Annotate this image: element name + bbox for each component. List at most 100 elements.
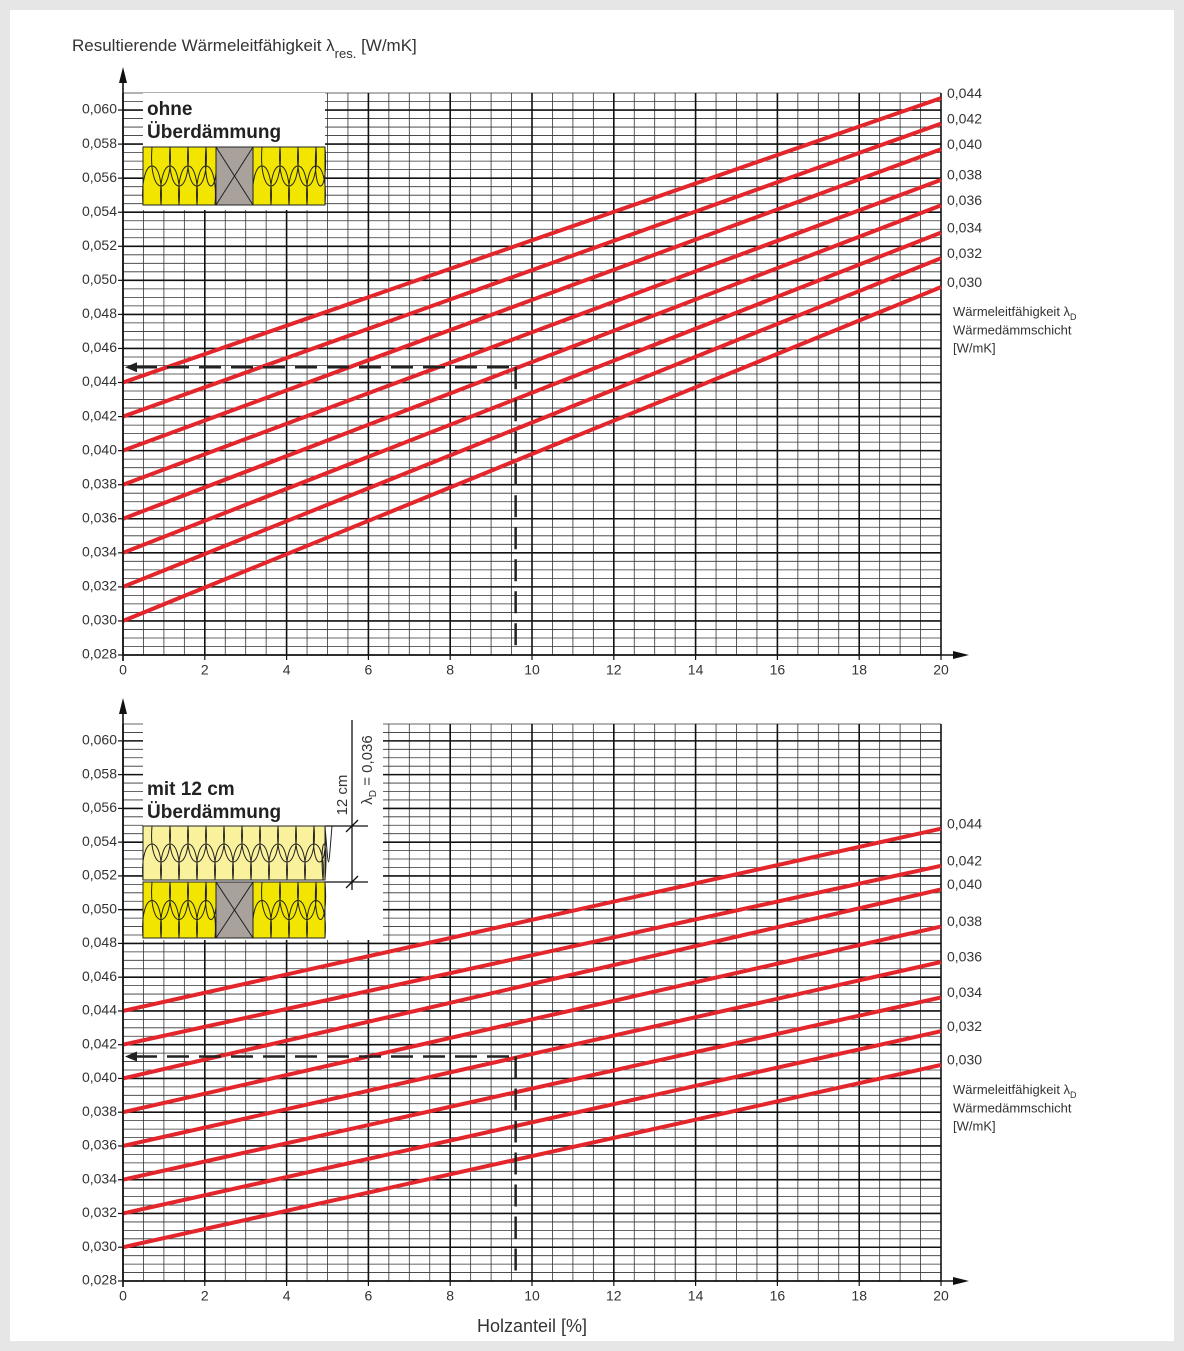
series-line <box>122 177 942 487</box>
y-tick-label: 0,058 <box>82 135 117 151</box>
y-axis-title: Resultierende Wärmeleitfähigkeit λres. [… <box>72 36 417 60</box>
inset-title: Überdämmung <box>147 802 281 823</box>
legend-label: 0,042 <box>947 110 982 126</box>
series-line <box>122 147 942 453</box>
series-line <box>122 230 942 555</box>
x-axis-arrow <box>953 1277 969 1285</box>
y-tick-label: 0,028 <box>82 1272 117 1288</box>
x-tick-label: 18 <box>851 662 867 678</box>
y-tick-label: 0,046 <box>82 968 117 984</box>
legend-label: 0,044 <box>947 815 982 831</box>
legend-label: 0,032 <box>947 245 982 261</box>
legend-title-line: [W/mK] <box>953 341 996 356</box>
series-line <box>122 1029 942 1216</box>
x-axis-title: Holzanteil [%] <box>477 1316 587 1336</box>
series-line <box>122 285 942 623</box>
legend-label: 0,044 <box>947 85 982 101</box>
legend-title: Wärmeleitfähigkeit λD <box>953 1082 1077 1100</box>
y-tick-label: 0,050 <box>82 900 117 916</box>
y-tick-label: 0,040 <box>82 441 117 457</box>
inset-title: Überdämmung <box>147 122 281 143</box>
reading-arrow <box>125 362 137 373</box>
y-tick-label: 0,048 <box>82 934 117 950</box>
lambda-label: λD = 0,036 <box>359 735 379 804</box>
legend-label: 0,042 <box>947 852 982 868</box>
x-tick-label: 12 <box>606 662 622 678</box>
y-tick-label: 0,060 <box>82 101 117 117</box>
legend-title-sub: D <box>1070 313 1077 323</box>
legend-label: 0,034 <box>947 984 982 1000</box>
x-tick-label: 2 <box>201 1288 209 1304</box>
y-tick-label: 0,060 <box>82 732 117 748</box>
x-tick-label: 16 <box>770 1288 786 1304</box>
x-tick-label: 14 <box>688 662 704 678</box>
x-tick-label: 16 <box>770 662 786 678</box>
y-tick-label: 0,048 <box>82 305 117 321</box>
series-line <box>122 826 942 1013</box>
legend-label: 0,040 <box>947 876 982 892</box>
y-tick-label: 0,036 <box>82 1137 117 1153</box>
y-tick-label: 0,052 <box>82 867 117 883</box>
x-axis-arrow <box>953 651 969 659</box>
y-tick-label: 0,030 <box>82 612 117 628</box>
y-tick-label: 0,058 <box>82 765 117 781</box>
legend-title-line: Wärmedämmschicht <box>953 323 1072 338</box>
legend-label: 0,030 <box>947 274 982 290</box>
x-tick-label: 14 <box>688 1288 704 1304</box>
legend-title-text: Wärmeleitfähigkeit λ <box>953 1082 1071 1097</box>
y-axis-title-sub: res. <box>335 46 357 61</box>
y-tick-label: 0,044 <box>82 1002 117 1018</box>
insulation-pattern <box>142 825 333 881</box>
legend-title-line: [W/mK] <box>953 1118 996 1133</box>
insulation-pattern <box>142 881 218 939</box>
legend-label: 0,030 <box>947 1052 982 1068</box>
x-tick-label: 0 <box>119 662 127 678</box>
x-tick-label: 2 <box>201 662 209 678</box>
legend-label: 0,034 <box>947 219 982 235</box>
y-tick-label: 0,032 <box>82 1204 117 1220</box>
insulation-pattern <box>252 881 327 939</box>
x-tick-label: 20 <box>933 1288 949 1304</box>
y-axis-arrow <box>119 67 127 83</box>
legend-label: 0,038 <box>947 913 982 929</box>
y-tick-label: 0,042 <box>82 1035 117 1051</box>
legend-label: 0,038 <box>947 167 982 183</box>
y-tick-label: 0,032 <box>82 578 117 594</box>
series-line <box>122 887 942 1081</box>
y-tick-label: 0,036 <box>82 509 117 525</box>
legend-label: 0,036 <box>947 949 982 965</box>
x-tick-label: 10 <box>524 1288 540 1304</box>
y-tick-label: 0,046 <box>82 339 117 355</box>
x-tick-label: 8 <box>446 1288 454 1304</box>
y-tick-label: 0,044 <box>82 373 117 389</box>
y-axis-arrow <box>119 698 127 714</box>
series-line <box>122 960 942 1148</box>
series-line <box>122 924 942 1115</box>
dimension-label: 12 cm <box>334 775 351 816</box>
x-tick-label: 8 <box>446 662 454 678</box>
x-tick-label: 0 <box>119 1288 127 1304</box>
y-tick-label: 0,042 <box>82 407 117 423</box>
x-tick-label: 12 <box>606 1288 622 1304</box>
lambda-subscript: D <box>368 790 379 797</box>
insulation-pattern <box>252 146 327 206</box>
series-line <box>122 203 942 521</box>
y-axis-title-after: [W/mK] <box>356 36 416 55</box>
x-tick-label: 4 <box>283 662 291 678</box>
y-tick-label: 0,028 <box>82 646 117 662</box>
lambda-value: = 0,036 <box>359 735 376 790</box>
legend-title-line: Wärmedämmschicht <box>953 1100 1072 1115</box>
y-tick-label: 0,056 <box>82 169 117 185</box>
series-line <box>122 121 942 419</box>
dimension-line <box>325 720 368 890</box>
x-tick-label: 18 <box>851 1288 867 1304</box>
series-line <box>122 995 942 1182</box>
series-line <box>122 1062 942 1250</box>
legend-title-sub: D <box>1070 1090 1077 1100</box>
x-tick-label: 6 <box>365 662 373 678</box>
y-tick-label: 0,038 <box>82 475 117 491</box>
insulation-pattern <box>142 146 218 206</box>
y-axis-title-text: Resultierende Wärmeleitfähigkeit λ <box>72 36 335 55</box>
